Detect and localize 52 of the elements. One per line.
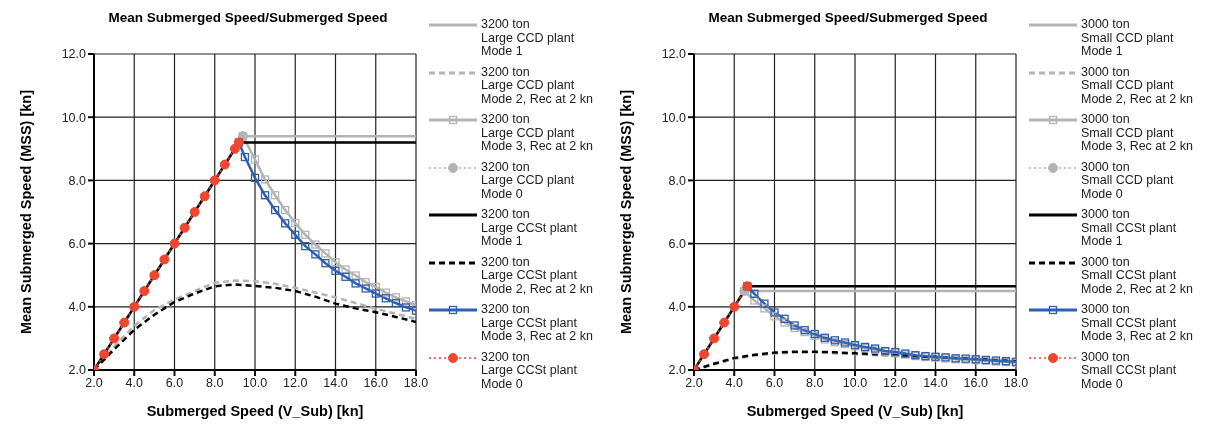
- legend-label: 3200 ton Large CCSt plant Mode 3, Rec at 2 kn: [481, 302, 593, 344]
- legend-label: 3200 ton Large CCSt plant Mode 1: [481, 207, 577, 249]
- y-tick-label: 10.0: [61, 110, 87, 125]
- legend-label: 3000 ton Small CCSt plant Mode 1: [1081, 207, 1177, 249]
- y-axis-title: Mean Submerged Speed (MSS) [kn]: [18, 89, 35, 335]
- x-tick-label: 2.0: [85, 375, 103, 390]
- x-tick-label: 16.0: [363, 375, 388, 390]
- legend-label: 3000 ton Small CCSt plant Mode 3, Rec at 2 kn: [1081, 302, 1193, 344]
- x-tick-label: 16.0: [963, 375, 988, 390]
- legend-label: 3200 ton Large CCD plant Mode 0: [481, 159, 575, 201]
- x-tick-label: 12.0: [883, 375, 908, 390]
- y-tick-label: 6.0: [68, 237, 87, 252]
- chart-title: Mean Submerged Speed/Submerged Speed: [107, 10, 389, 25]
- legend-label: 3000 ton Small CCD plant Mode 3, Rec at 2 kn: [1081, 112, 1193, 154]
- y-tick-label: 6.0: [668, 237, 687, 252]
- legend-label: 3200 ton Large CCD plant Mode 3, Rec at 2 kn: [481, 112, 593, 154]
- x-tick-label: 2.0: [685, 375, 703, 390]
- y-tick-label: 4.0: [68, 300, 87, 315]
- x-axis-title: Submerged Speed (V_Sub) [kn]: [146, 403, 364, 419]
- legend-label: 3000 ton Small CCSt plant Mode 2, Rec at 2 kn: [1081, 254, 1193, 296]
- x-tick-label: 14.0: [923, 375, 948, 390]
- x-tick-label: 12.0: [283, 375, 308, 390]
- legend-label: 3000 ton Small CCD plant Mode 2, Rec at 2 kn: [1081, 64, 1193, 106]
- legend-label: 3000 ton Small CCD plant Mode 1: [1081, 17, 1174, 59]
- x-tick-label: 8.0: [206, 375, 224, 390]
- y-tick-label: 2.0: [68, 363, 87, 378]
- y-tick-label: 2.0: [668, 363, 687, 378]
- legend-label: 3200 ton Large CCD plant Mode 1: [481, 17, 575, 59]
- y-tick-label: 8.0: [668, 173, 687, 188]
- x-tick-label: 4.0: [725, 375, 743, 390]
- x-tick-label: 8.0: [806, 375, 824, 390]
- y-tick-label: 12.0: [661, 47, 687, 62]
- x-tick-label: 18.0: [1003, 375, 1029, 390]
- x-tick-label: 6.0: [765, 375, 784, 390]
- x-tick-label: 10.0: [842, 375, 868, 390]
- x-tick-label: 18.0: [403, 375, 429, 390]
- legend-label: 3200 ton Large CCSt plant Mode 0: [481, 349, 577, 391]
- x-tick-label: 14.0: [323, 375, 348, 390]
- x-axis-title: Submerged Speed (V_Sub) [kn]: [746, 403, 964, 419]
- legend-label: 3000 ton Small CCD plant Mode 0: [1081, 159, 1174, 201]
- legend-label: 3200 ton Large CCD plant Mode 2, Rec at 2 kn: [481, 64, 593, 106]
- y-axis-title: Mean Submerged Speed (MSS) [kn]: [618, 89, 635, 335]
- x-tick-label: 4.0: [125, 375, 143, 390]
- y-tick-label: 8.0: [68, 173, 87, 188]
- y-tick-label: 10.0: [661, 110, 687, 125]
- chart-title: Mean Submerged Speed/Submerged Speed: [707, 10, 989, 25]
- legend-label: 3200 ton Large CCSt plant Mode 2, Rec at 2 kn: [481, 254, 593, 296]
- legend-label: 3000 ton Small CCSt plant Mode 0: [1081, 349, 1177, 391]
- x-tick-label: 6.0: [165, 375, 184, 390]
- x-tick-label: 10.0: [242, 375, 268, 390]
- y-tick-label: 4.0: [668, 300, 687, 315]
- y-tick-label: 12.0: [61, 47, 87, 62]
